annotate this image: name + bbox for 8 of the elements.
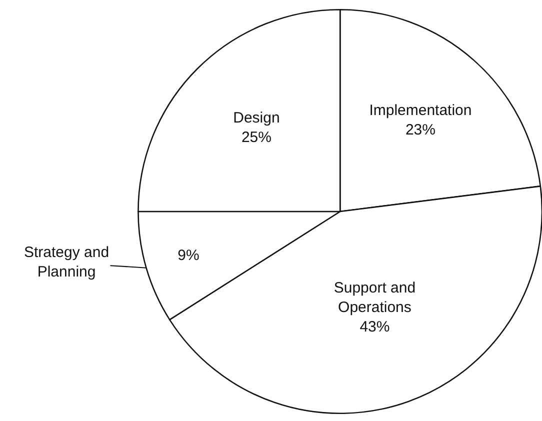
slice-label: Strategy and Planning — [24, 244, 110, 280]
data-label: 43% — [360, 318, 390, 336]
data-label: 23% — [405, 122, 436, 139]
slice-label: Design — [233, 110, 280, 127]
data-label: 9% — [178, 247, 200, 264]
slice-label: Support and Operations — [334, 280, 416, 316]
slice-label: Implementation — [369, 102, 472, 120]
data-label: 25% — [241, 129, 272, 146]
